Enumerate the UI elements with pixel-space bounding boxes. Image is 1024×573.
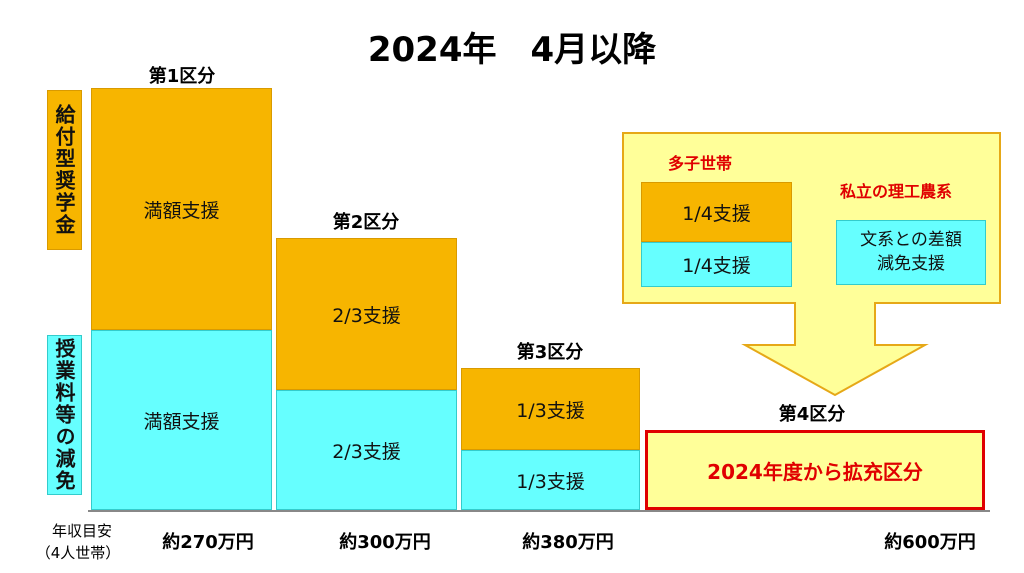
group-label: 多子世帯 [668, 154, 733, 173]
income-value: 約300万円 [339, 532, 431, 553]
top-block: 2/3支援 [276, 238, 457, 390]
baseline [88, 510, 990, 512]
tier4-box: 2024年度から拡充区分 [645, 430, 985, 510]
income-note: （4人世帯） [35, 544, 121, 562]
top-block: 1/3支援 [461, 368, 640, 450]
column-label: 第4区分 [778, 404, 846, 425]
income-label: 年収目安 [51, 522, 113, 540]
private-box: 文系との差額 減免支援 [836, 220, 986, 285]
private-text: 文系との差額 [860, 229, 962, 250]
side-label: 授業料等の減免 [47, 335, 82, 495]
column-label: 第1区分 [148, 66, 216, 87]
private-text: 減免支援 [877, 253, 945, 274]
column-label: 第3区分 [516, 342, 584, 363]
bottom-block: 1/3支援 [461, 450, 640, 510]
private-label: 私立の理工農系 [840, 182, 953, 201]
income-value: 約270万円 [162, 532, 254, 553]
bottom-block: 満額支援 [91, 330, 272, 510]
title: 2024年 4月以降 [367, 30, 657, 70]
side-label: 給付型奨学金 [47, 90, 82, 250]
callout-top: 1/4支援 [641, 182, 792, 242]
income-value: 約380万円 [522, 532, 614, 553]
column-label: 第2区分 [332, 212, 400, 233]
bottom-block: 2/3支援 [276, 390, 457, 510]
callout-bottom: 1/4支援 [641, 242, 792, 287]
top-block: 満額支援 [91, 88, 272, 330]
income-value: 約600万円 [884, 532, 976, 553]
